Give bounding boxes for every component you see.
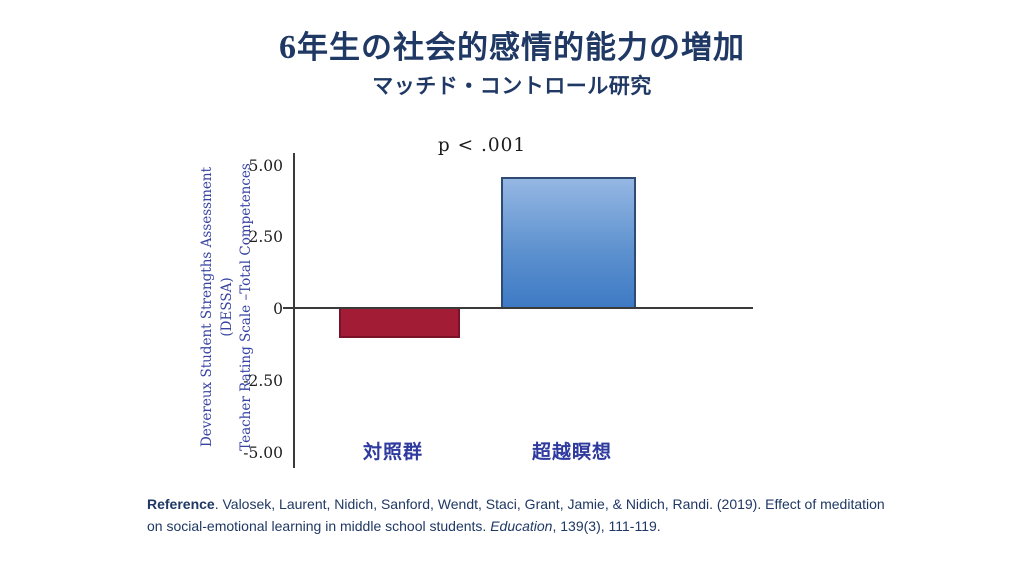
reference-journal: Education	[490, 517, 553, 534]
slide-subtitle: マッチド・コントロール研究	[372, 75, 652, 98]
slide-title-text: 年生の社会的感情的能力の増加	[297, 30, 745, 65]
reference-label: Reference	[147, 496, 215, 512]
y-tick-neg-2-5: -2.50	[243, 372, 283, 390]
slide-title: 6年生の社会的感情的能力の増加	[0, 28, 1024, 67]
x-axis-zero-line	[283, 307, 753, 309]
slide-title-number: 6	[279, 29, 297, 66]
category-label-control-group: 対照群	[362, 442, 423, 463]
y-tick-2-5: 2.50	[248, 228, 283, 246]
reference-citation: Reference. Valosek, Laurent, Nidich, San…	[147, 494, 892, 537]
category-label-transcendental-meditation: 超越瞑想	[531, 442, 612, 463]
p-value-annotation: p < .001	[437, 135, 527, 156]
y-tick-neg-5: -5.00	[243, 444, 283, 462]
y-tick-0: 0	[273, 300, 283, 318]
y-axis-line	[293, 153, 295, 468]
y-tick-5: 5.00	[248, 157, 283, 175]
reference-text-2: , 139(3), 111-119.	[552, 517, 661, 534]
bar-transcendental-meditation	[501, 177, 636, 309]
reference-text-1: . Valosek, Laurent, Nidich, Sanford, Wen…	[147, 496, 885, 534]
bar-control-group	[339, 309, 460, 338]
